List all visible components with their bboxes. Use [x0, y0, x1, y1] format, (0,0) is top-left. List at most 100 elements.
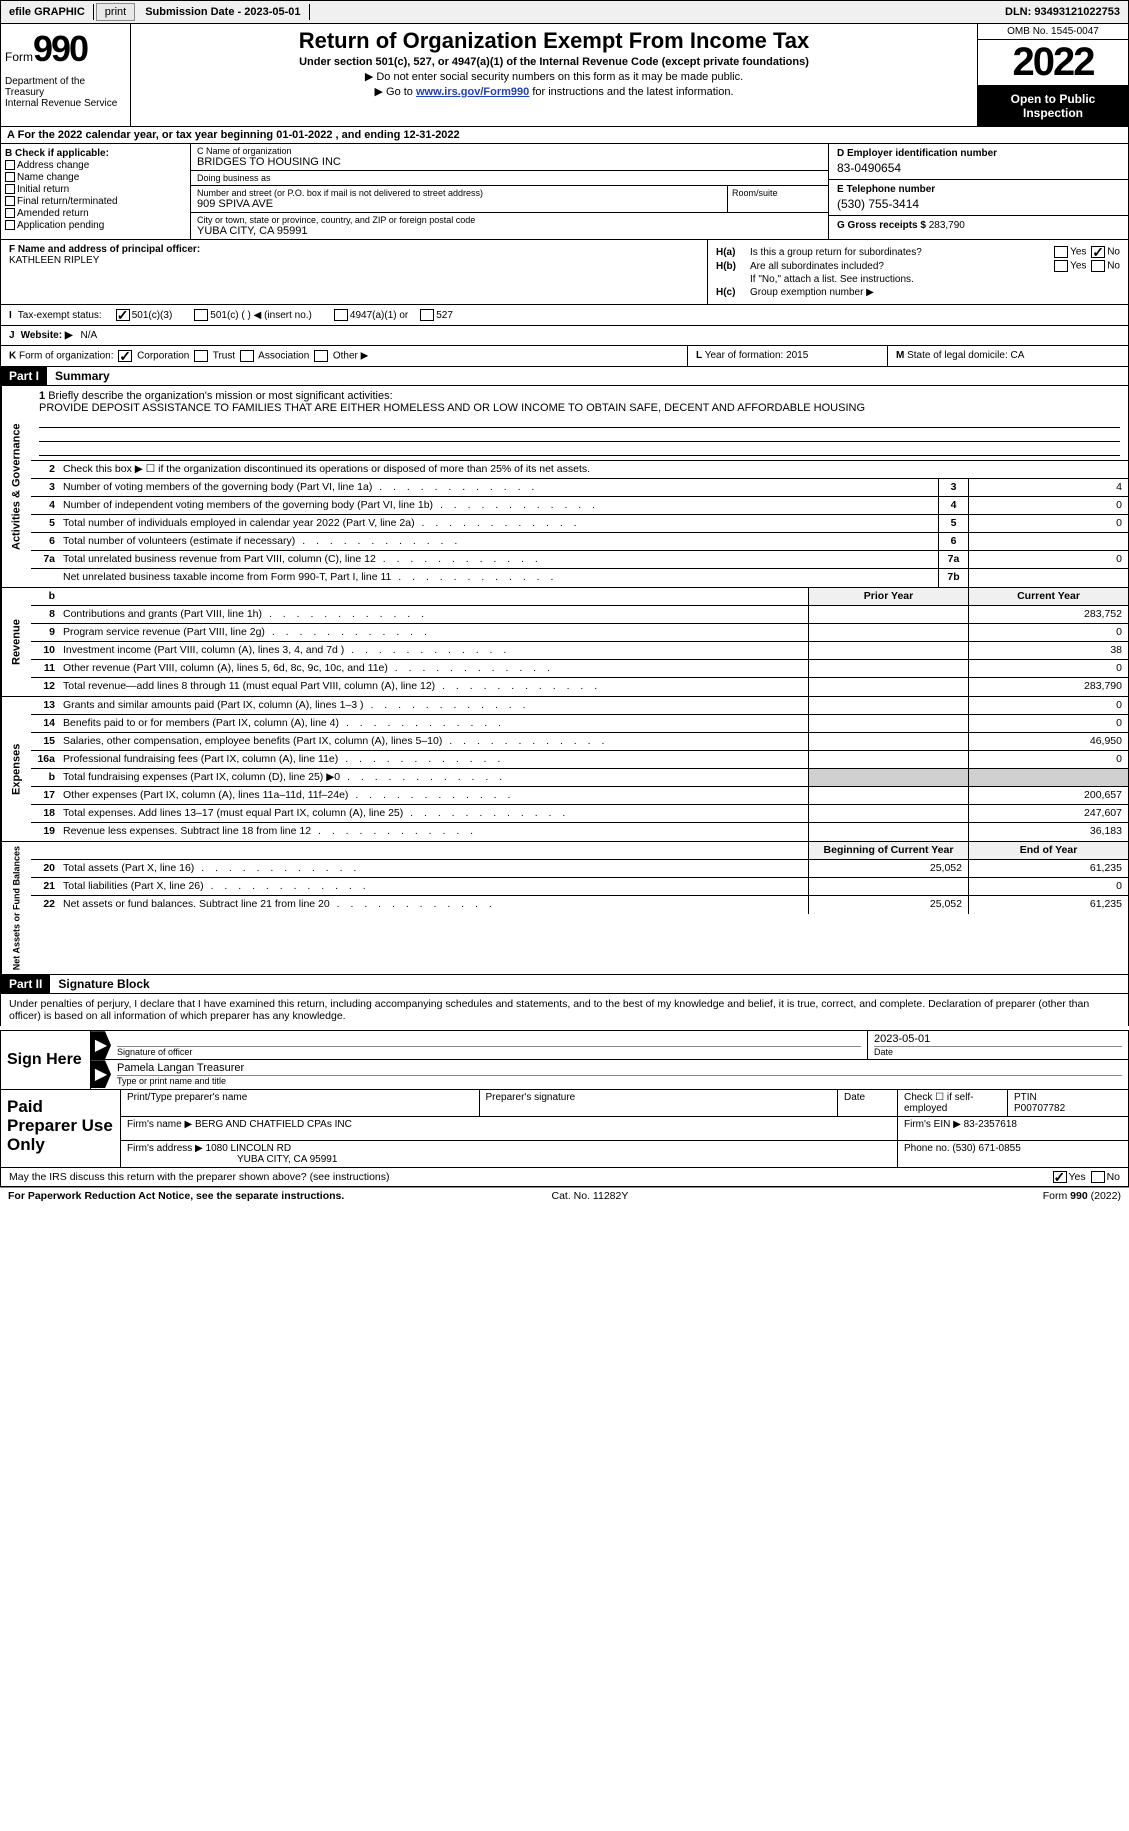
gov-line: 3Number of voting members of the governi… — [31, 479, 1128, 497]
gross-receipts: 283,790 — [929, 220, 965, 231]
cb-527[interactable] — [420, 309, 434, 321]
summary-line: 9Program service revenue (Part VIII, lin… — [31, 624, 1128, 642]
summary-line: 10Investment income (Part VIII, column (… — [31, 642, 1128, 660]
ha-yes[interactable] — [1054, 246, 1068, 258]
tax-exempt-status: I Tax-exempt status: 501(c)(3) 501(c) ( … — [0, 305, 1129, 326]
summary-line: 15Salaries, other compensation, employee… — [31, 733, 1128, 751]
tax-year: 2022 — [978, 40, 1128, 86]
telephone: (530) 755-3414 — [837, 197, 1120, 211]
street-address: 909 SPIVA AVE — [197, 198, 721, 210]
arrow-icon: ▶ — [91, 1031, 111, 1059]
website-row: J Website: ▶ N/A — [0, 326, 1129, 346]
sign-here: Sign Here ▶ Signature of officer 2023-05… — [0, 1030, 1129, 1090]
discuss-row: May the IRS discuss this return with the… — [0, 1168, 1129, 1187]
website: N/A — [81, 330, 98, 341]
form-header: Form990 Department of the Treasury Inter… — [0, 24, 1129, 127]
principal-officer: F Name and address of principal officer:… — [1, 240, 708, 304]
ein: 83-0490654 — [837, 161, 1120, 175]
city-state-zip: YUBA CITY, CA 95991 — [197, 225, 822, 237]
gov-line: 4Number of independent voting members of… — [31, 497, 1128, 515]
summary-line: bTotal fundraising expenses (Part IX, co… — [31, 769, 1128, 787]
row-k: K Form of organization: Corporation Trus… — [0, 346, 1129, 367]
gov-line: 7aTotal unrelated business revenue from … — [31, 551, 1128, 569]
irs-link[interactable]: www.irs.gov/Form990 — [416, 86, 529, 98]
expenses-section: Expenses 13Grants and similar amounts pa… — [0, 697, 1129, 842]
cb-app-pending[interactable] — [5, 220, 15, 230]
form-number: 990 — [33, 28, 87, 69]
gov-line: 5Total number of individuals employed in… — [31, 515, 1128, 533]
col-d: D Employer identification number 83-0490… — [828, 144, 1128, 239]
line-a: A For the 2022 calendar year, or tax yea… — [0, 127, 1129, 144]
summary-line: 21Total liabilities (Part X, line 26)0 — [31, 878, 1128, 896]
summary-line: 17Other expenses (Part IX, column (A), l… — [31, 787, 1128, 805]
summary-line: 12Total revenue—add lines 8 through 11 (… — [31, 678, 1128, 696]
gov-line: 6Total number of volunteers (estimate if… — [31, 533, 1128, 551]
net-assets-section: Net Assets or Fund Balances Beginning of… — [0, 842, 1129, 975]
submission-date: Submission Date - 2023-05-01 — [137, 4, 309, 20]
cb-name-change[interactable] — [5, 172, 15, 182]
instruction-1: ▶ Do not enter social security numbers o… — [139, 70, 969, 83]
cb-address-change[interactable] — [5, 160, 15, 170]
summary-line: 8Contributions and grants (Part VIII, li… — [31, 606, 1128, 624]
cb-trust[interactable] — [194, 350, 208, 362]
arrow-icon: ▶ — [91, 1060, 111, 1088]
officer-name: Pamela Langan Treasurer — [117, 1062, 1122, 1076]
omb-number: OMB No. 1545-0047 — [978, 24, 1128, 40]
firm-name: BERG AND CHATFIELD CPAs INC — [195, 1119, 352, 1130]
revenue-section: Revenue b Prior Year Current Year 8Contr… — [0, 588, 1129, 697]
cb-4947[interactable] — [334, 309, 348, 321]
summary-line: 22Net assets or fund balances. Subtract … — [31, 896, 1128, 914]
cb-initial-return[interactable] — [5, 184, 15, 194]
firm-phone: (530) 671-0855 — [952, 1143, 1020, 1154]
na-header: Beginning of Current Year End of Year — [31, 842, 1128, 860]
discuss-yes[interactable] — [1053, 1171, 1067, 1183]
hb-no[interactable] — [1091, 260, 1105, 272]
cb-amended[interactable] — [5, 208, 15, 218]
form-number-box: Form990 Department of the Treasury Inter… — [1, 24, 131, 126]
dln: DLN: 93493121022753 — [997, 4, 1128, 20]
top-bar: efile GRAPHIC print Submission Date - 20… — [0, 0, 1129, 24]
group-return: H(a)Is this a group return for subordina… — [708, 240, 1128, 304]
signature-intro: Under penalties of perjury, I declare th… — [0, 994, 1129, 1026]
subtitle: Under section 501(c), 527, or 4947(a)(1)… — [139, 56, 969, 68]
ha-no[interactable] — [1091, 246, 1105, 258]
gov-line: Net unrelated business taxable income fr… — [31, 569, 1128, 587]
year-box: OMB No. 1545-0047 2022 Open to Public In… — [978, 24, 1128, 126]
open-inspection: Open to Public Inspection — [978, 86, 1128, 126]
col-c: C Name of organization BRIDGES TO HOUSIN… — [191, 144, 828, 239]
hb-yes[interactable] — [1054, 260, 1068, 272]
form-ref: Form 990 (2022) — [1043, 1190, 1121, 1202]
dept-label: Department of the Treasury Internal Reve… — [5, 76, 126, 109]
ptin: P00707782 — [1014, 1103, 1122, 1114]
summary-line: 20Total assets (Part X, line 16)25,05261… — [31, 860, 1128, 878]
form-title: Return of Organization Exempt From Incom… — [139, 28, 969, 54]
cb-501c3[interactable] — [116, 309, 130, 321]
cb-501c[interactable] — [194, 309, 208, 321]
year-formation: 2015 — [786, 350, 808, 361]
col-b-checkboxes: B Check if applicable: Address change Na… — [1, 144, 191, 239]
summary-line: 16aProfessional fundraising fees (Part I… — [31, 751, 1128, 769]
summary-line: 19Revenue less expenses. Subtract line 1… — [31, 823, 1128, 841]
summary-line: 13Grants and similar amounts paid (Part … — [31, 697, 1128, 715]
summary-line: 18Total expenses. Add lines 13–17 (must … — [31, 805, 1128, 823]
mission: 1 Briefly describe the organization's mi… — [31, 386, 1128, 461]
instruction-2: ▶ Go to www.irs.gov/Form990 for instruct… — [139, 85, 969, 98]
discuss-no[interactable] — [1091, 1171, 1105, 1183]
cb-corp[interactable] — [118, 350, 132, 362]
print-button[interactable]: print — [96, 3, 135, 21]
part2-header: Part II Signature Block — [0, 975, 1129, 994]
activities-governance: Activities & Governance 1 Briefly descri… — [0, 386, 1129, 588]
cb-final-return[interactable] — [5, 196, 15, 206]
firm-address: 1080 LINCOLN RD — [206, 1143, 292, 1154]
gov-line: 2Check this box ▶ ☐ if the organization … — [31, 461, 1128, 479]
org-name: BRIDGES TO HOUSING INC — [197, 156, 822, 168]
summary-line: 11Other revenue (Part VIII, column (A), … — [31, 660, 1128, 678]
cb-assoc[interactable] — [240, 350, 254, 362]
efile-label: efile GRAPHIC — [1, 4, 94, 20]
paid-preparer: Paid Preparer Use Only Print/Type prepar… — [0, 1090, 1129, 1168]
cb-other[interactable] — [314, 350, 328, 362]
cat-no: Cat. No. 11282Y — [551, 1190, 628, 1202]
summary-line: 14Benefits paid to or for members (Part … — [31, 715, 1128, 733]
py-cy-header: b Prior Year Current Year — [31, 588, 1128, 606]
firm-ein: 83-2357618 — [964, 1119, 1017, 1130]
